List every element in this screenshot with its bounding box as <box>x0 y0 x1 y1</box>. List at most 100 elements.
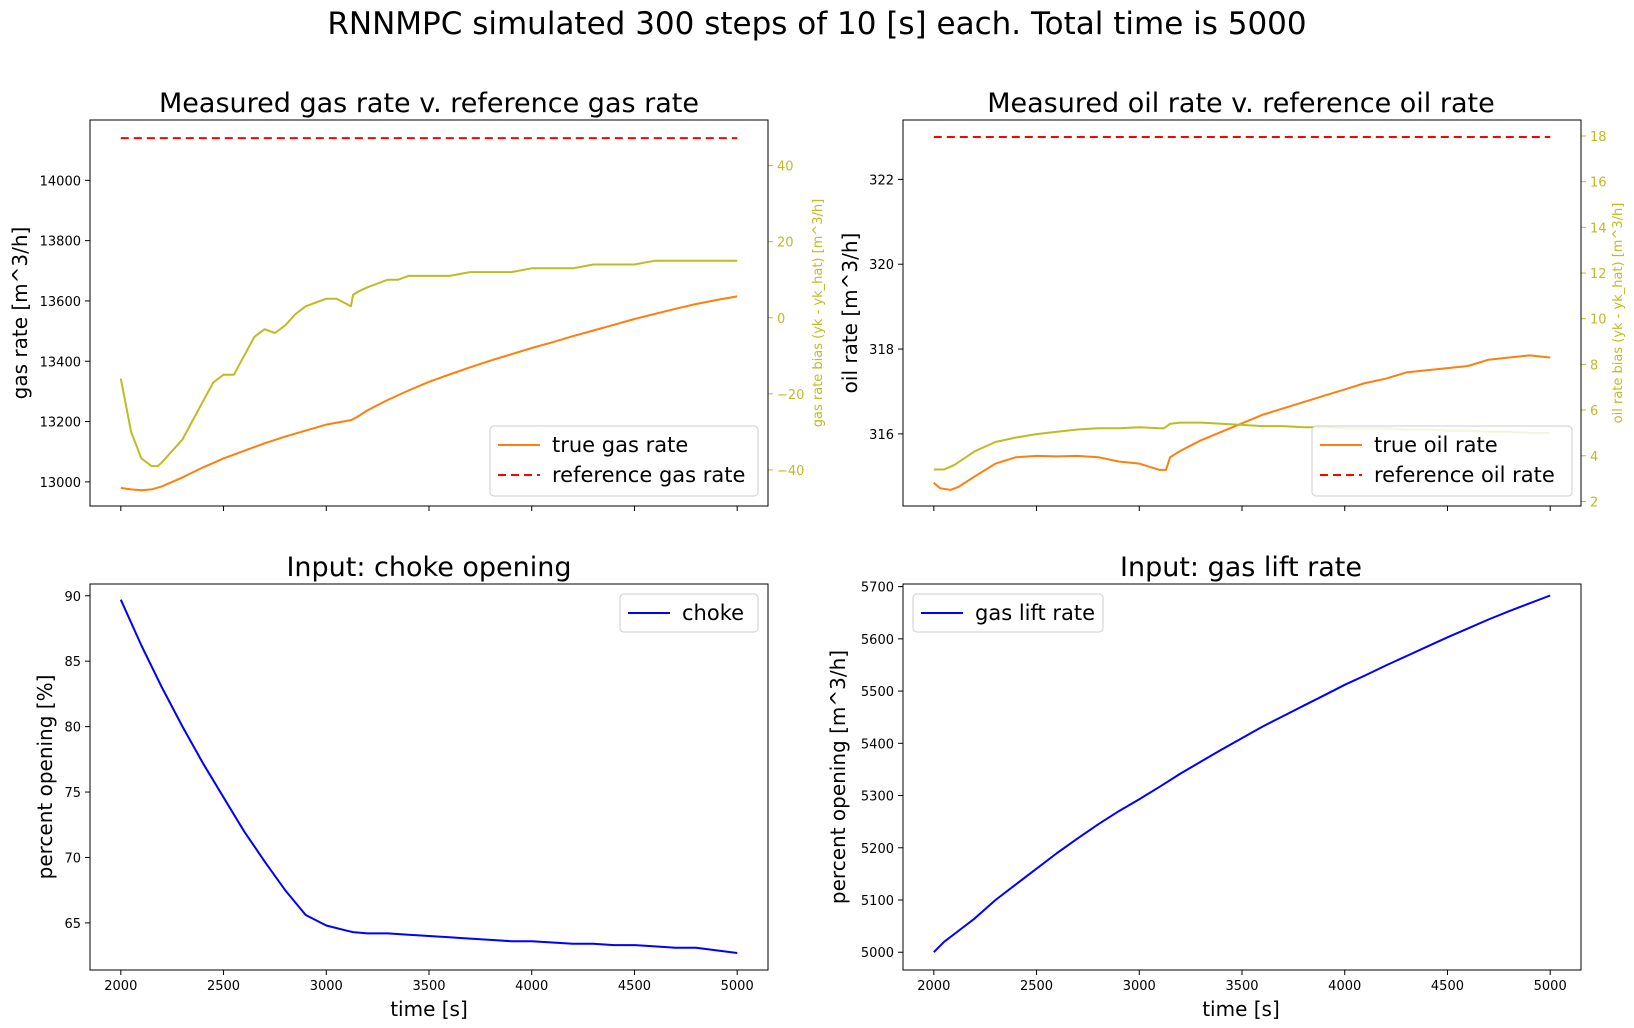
oil-y2tick-label: 12 <box>1590 267 1607 282</box>
gaslift-plot-frame <box>902 583 1582 971</box>
oil-ytick-label: 316 <box>869 428 894 443</box>
gas-legend-label: reference gas rate <box>552 463 745 487</box>
oil-y2tick-label: 10 <box>1590 313 1607 328</box>
gas-y2tick-label: −20 <box>777 388 804 403</box>
choke-plot-frame <box>89 583 769 971</box>
oil-y2tick-label: 8 <box>1590 358 1598 373</box>
choke-legend: choke <box>619 593 759 633</box>
gaslift-series-layer <box>933 594 1551 953</box>
gaslift-grid-layer: 2000 2500 3000 3500 4000 4500 5000 5000 5100 5200… <box>861 581 1567 994</box>
panel-gas-lift-rate: Input: gas lift rate 2000 2500 3000 3500 400… <box>826 552 1582 1021</box>
choke-xtick-label: 4000 <box>515 979 548 994</box>
gaslift-xlabel: time [s] <box>1202 997 1280 1021</box>
gaslift-xtick-label: 4000 <box>1328 979 1361 994</box>
oil-ytick-label: 320 <box>869 258 894 273</box>
oil-legend: true oil rate reference oil rate <box>1311 425 1573 497</box>
gaslift-xtick-label: 2000 <box>917 979 950 994</box>
oil-grid-layer: 316 318 320 322 2 4 6 8 10 12 14 16 18 <box>869 120 1607 511</box>
gas-legend-box <box>489 425 759 497</box>
gas-y2tick-label: −40 <box>777 464 804 479</box>
panel-oil-rate: Measured oil rate v. reference oil rate … <box>838 88 1626 511</box>
gaslift-xtick-label: 4500 <box>1431 979 1464 994</box>
choke-series-layer <box>119 599 738 954</box>
panel-gas-rate: Measured gas rate v. reference gas rate … <box>8 88 826 511</box>
gaslift-xtick-label: 2500 <box>1020 979 1053 994</box>
choke-ytick-label: 90 <box>64 590 81 605</box>
panel-oil-title: Measured oil rate v. reference oil rate <box>987 88 1495 119</box>
gas-y2tick-label: 20 <box>777 236 794 251</box>
gaslift-xtick-label: 3500 <box>1225 979 1258 994</box>
gaslift-xtick-label: 3000 <box>1123 979 1156 994</box>
choke-grid-layer: 2000 2500 3000 3500 4000 4500 5000 65 70 75 80 85 90 <box>64 590 753 994</box>
gas-y2tick-label: 0 <box>777 312 785 327</box>
gaslift-legend-box <box>912 593 1104 633</box>
oil-plot-frame <box>902 119 1582 507</box>
figure-title: RNNMPC simulated 300 steps of 10 [s] eac… <box>327 6 1306 42</box>
oil-y2tick-label: 16 <box>1590 176 1607 191</box>
choke-xtick-label: 4500 <box>618 979 651 994</box>
gas-legend: true gas rate reference gas rate <box>489 425 759 497</box>
oil-series-true-oil-rate <box>933 354 1551 491</box>
gas-ytick-label: 13800 <box>40 235 81 250</box>
oil-y2tick-label: 6 <box>1590 404 1598 419</box>
gas-y2tick-label: 40 <box>777 160 794 175</box>
choke-xlabel: time [s] <box>390 997 468 1021</box>
choke-ytick-label: 85 <box>64 655 81 670</box>
gas-plot-frame <box>89 119 769 507</box>
panel-choke-title: Input: choke opening <box>286 552 571 583</box>
gaslift-series-gas-lift-rate <box>933 594 1551 953</box>
choke-legend-label: choke <box>682 601 744 625</box>
oil-legend-label: reference oil rate <box>1374 463 1555 487</box>
gas-ytick-label: 13000 <box>40 476 81 491</box>
gas-legend-label: true gas rate <box>552 433 688 457</box>
choke-xtick-label: 3000 <box>310 979 343 994</box>
gas-ylabel: gas rate [m^3/h] <box>8 227 32 400</box>
gas-ytick-label: 13200 <box>40 416 81 431</box>
gas-y2label: gas rate bias (yk - yk_hat) [m^3/h] <box>811 199 826 427</box>
gaslift-ytick-label: 5600 <box>861 633 894 648</box>
gaslift-ytick-label: 5500 <box>861 685 894 700</box>
gaslift-ytick-label: 5000 <box>861 946 894 961</box>
gas-grid-layer: 13000 13200 13400 13600 13800 14000 −40 −20 0 20 4… <box>40 120 804 511</box>
choke-xtick-label: 5000 <box>721 979 754 994</box>
gaslift-ytick-label: 5400 <box>861 737 894 752</box>
panel-choke-opening: Input: choke opening 2000 2500 3000 3500 400… <box>33 552 769 1021</box>
gas-series-true-gas-rate <box>120 295 738 492</box>
gaslift-ytick-label: 5300 <box>861 790 894 805</box>
gas-ytick-label: 13600 <box>40 295 81 310</box>
oil-y2tick-label: 2 <box>1590 495 1598 510</box>
gas-series-layer <box>119 137 738 492</box>
gaslift-ytick-label: 5200 <box>861 842 894 857</box>
gaslift-legend-label: gas lift rate <box>975 601 1095 625</box>
gaslift-legend: gas lift rate <box>912 593 1104 633</box>
oil-y2label: oil rate bias (yk - yk_hat) [m^3/h] <box>1611 203 1626 424</box>
gaslift-ylabel: percent opening [m^3/h] <box>826 650 850 904</box>
choke-ytick-label: 70 <box>64 851 81 866</box>
gaslift-xtick-label: 5000 <box>1534 979 1567 994</box>
oil-y2tick-label: 14 <box>1590 221 1607 236</box>
gaslift-ytick-label: 5700 <box>861 581 894 596</box>
gas-series-bias <box>119 259 738 468</box>
choke-series-choke <box>119 599 738 954</box>
choke-xtick-label: 2500 <box>207 979 240 994</box>
choke-ytick-label: 80 <box>64 721 81 736</box>
panel-gas-title: Measured gas rate v. reference gas rate <box>159 88 699 119</box>
gaslift-ytick-label: 5100 <box>861 894 894 909</box>
oil-legend-box <box>1311 425 1573 497</box>
oil-ylabel: oil rate [m^3/h] <box>838 233 862 394</box>
choke-ytick-label: 65 <box>64 917 81 932</box>
oil-legend-label: true oil rate <box>1374 433 1498 457</box>
oil-ytick-label: 318 <box>869 343 894 358</box>
gas-ytick-label: 13400 <box>40 355 81 370</box>
oil-y2tick-label: 4 <box>1590 450 1598 465</box>
choke-ylabel: percent opening [%] <box>33 675 57 880</box>
choke-ytick-label: 75 <box>64 786 81 801</box>
oil-y2tick-label: 18 <box>1590 130 1607 145</box>
gas-ytick-label: 14000 <box>40 174 81 189</box>
choke-xtick-label: 2000 <box>104 979 137 994</box>
choke-legend-box <box>619 593 759 633</box>
panel-gaslift-title: Input: gas lift rate <box>1120 552 1362 583</box>
choke-xtick-label: 3500 <box>412 979 445 994</box>
oil-ytick-label: 322 <box>869 173 894 188</box>
